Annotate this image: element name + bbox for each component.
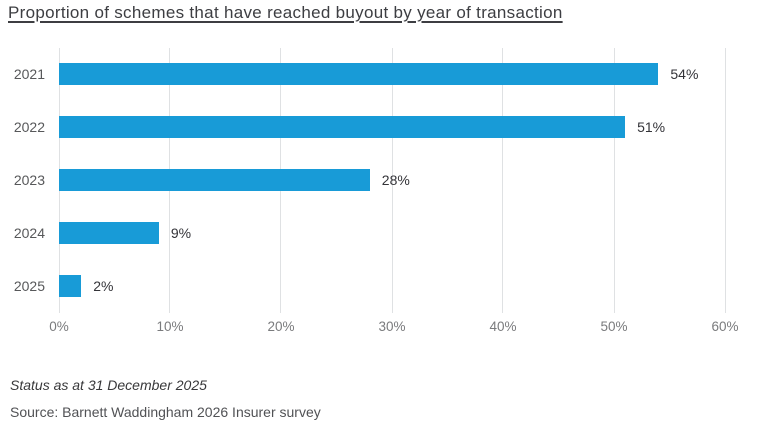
bar — [59, 222, 159, 244]
value-label: 54% — [670, 66, 699, 82]
plot-area: 2021 54% 2022 51% 2023 28% 2024 9% 2025 2% — [14, 48, 726, 313]
bar-row: 2025 2% — [14, 260, 725, 313]
bar — [59, 63, 659, 85]
x-tick-label: 50% — [600, 319, 628, 334]
value-label: 28% — [381, 172, 410, 188]
bar-row: 2024 9% — [14, 207, 725, 260]
status-note: Status as at 31 December 2025 — [10, 377, 207, 393]
x-tick-label: 10% — [156, 319, 184, 334]
bar-row: 2021 54% — [14, 48, 725, 101]
value-label: 2% — [93, 278, 114, 294]
x-tick-label: 40% — [489, 319, 517, 334]
category-label: 2022 — [13, 119, 45, 135]
category-label: 2023 — [13, 172, 45, 188]
category-label: 2025 — [13, 278, 45, 294]
bar — [59, 116, 626, 138]
chart-title: Proportion of schemes that have reached … — [8, 3, 563, 22]
category-label: 2024 — [13, 225, 45, 241]
bar-row: 2022 51% — [14, 101, 725, 154]
x-tick-label: 30% — [378, 319, 406, 334]
category-label: 2021 — [13, 66, 45, 82]
gridline — [391, 48, 393, 313]
gridline — [613, 48, 615, 313]
source-note: Source: Barnett Waddingham 2026 Insurer … — [10, 404, 321, 420]
value-label: 51% — [637, 119, 666, 135]
bar-row: 2023 28% — [14, 154, 725, 207]
x-tick-label: 20% — [267, 319, 295, 334]
gridline — [502, 48, 504, 313]
x-axis: 0% 10% 20% 30% 40% 50% 60% — [49, 319, 738, 337]
value-label: 9% — [170, 225, 192, 241]
gridline — [724, 48, 726, 313]
bar — [59, 169, 370, 191]
bar — [59, 275, 82, 297]
x-tick-label: 60% — [711, 319, 739, 334]
x-tick-label: 0% — [49, 319, 69, 334]
